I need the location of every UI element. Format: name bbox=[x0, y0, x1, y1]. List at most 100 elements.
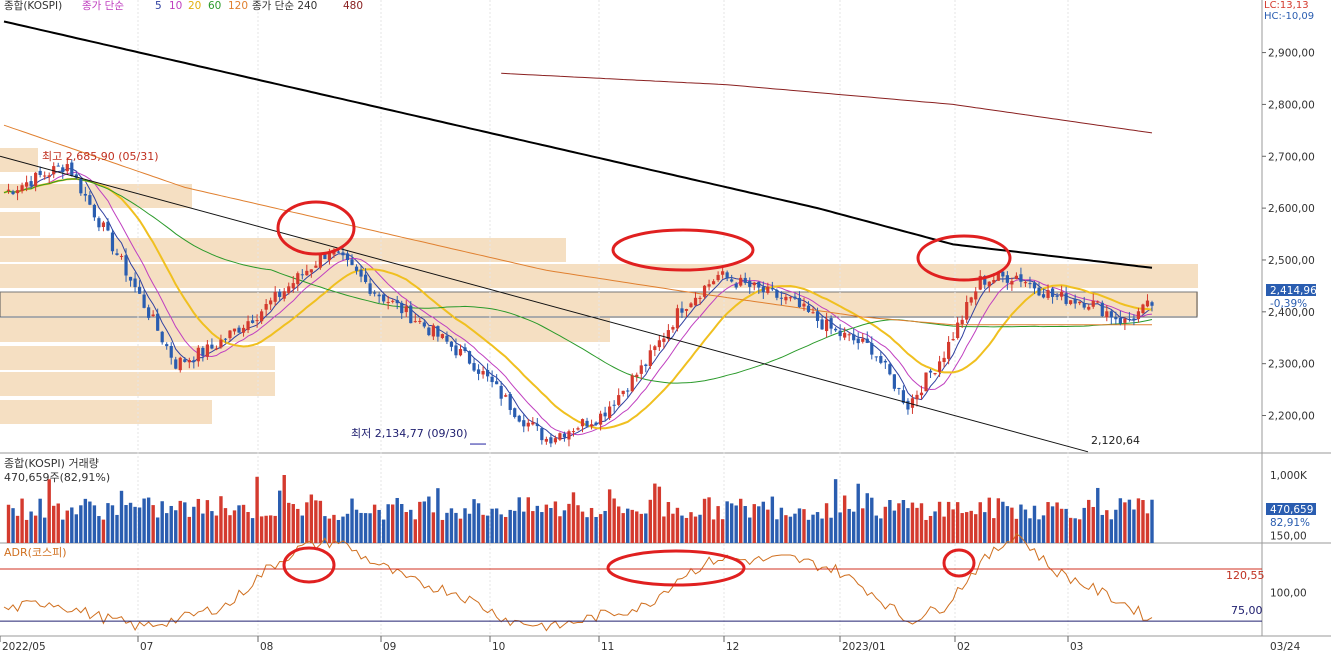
volume-bar[interactable] bbox=[612, 498, 616, 543]
candle-body[interactable] bbox=[870, 343, 874, 355]
candle-body[interactable] bbox=[1145, 300, 1150, 307]
candle-body[interactable] bbox=[721, 271, 725, 275]
candle-body[interactable] bbox=[1105, 311, 1109, 318]
volume-bar[interactable] bbox=[1145, 513, 1150, 543]
candle-body[interactable] bbox=[711, 281, 716, 285]
candle-body[interactable] bbox=[910, 398, 915, 408]
candle-body[interactable] bbox=[1136, 311, 1141, 319]
volume-bar[interactable] bbox=[33, 515, 38, 543]
candle-body[interactable] bbox=[883, 360, 887, 363]
volume-bar[interactable] bbox=[232, 510, 237, 543]
volume-bar[interactable] bbox=[1096, 487, 1100, 543]
candle-body[interactable] bbox=[178, 357, 182, 371]
candle-body[interactable] bbox=[160, 331, 164, 343]
candle-body[interactable] bbox=[1114, 317, 1118, 320]
volume-bar[interactable] bbox=[865, 493, 869, 543]
candle-body[interactable] bbox=[255, 320, 259, 322]
volume-bar[interactable] bbox=[734, 505, 738, 543]
candle-body[interactable] bbox=[834, 328, 838, 331]
volume-bar[interactable] bbox=[983, 512, 987, 543]
candle-body[interactable] bbox=[797, 297, 802, 308]
volume-bar[interactable] bbox=[418, 501, 422, 543]
volume-bar[interactable] bbox=[942, 516, 946, 543]
candle-body[interactable] bbox=[1100, 302, 1104, 317]
volume-bar[interactable] bbox=[680, 515, 684, 543]
candle-body[interactable] bbox=[309, 269, 313, 273]
volume-bar[interactable] bbox=[354, 509, 359, 543]
volume-bar[interactable] bbox=[1082, 507, 1086, 543]
volume-bar[interactable] bbox=[558, 516, 562, 543]
candle-body[interactable] bbox=[919, 392, 924, 396]
candle-body[interactable] bbox=[391, 300, 395, 302]
candle-body[interactable] bbox=[897, 387, 901, 389]
volume-bar[interactable] bbox=[892, 510, 897, 543]
volume-bar[interactable] bbox=[969, 510, 973, 543]
candle-body[interactable] bbox=[1091, 300, 1095, 307]
volume-bar[interactable] bbox=[598, 514, 603, 543]
volume-bar[interactable] bbox=[635, 511, 639, 543]
candle-body[interactable] bbox=[562, 433, 567, 438]
volume-bar[interactable] bbox=[160, 501, 164, 543]
candle-body[interactable] bbox=[598, 413, 603, 425]
candle-body[interactable] bbox=[779, 297, 783, 299]
candle-body[interactable] bbox=[246, 321, 250, 330]
volume-bar[interactable] bbox=[350, 498, 354, 543]
candle-body[interactable] bbox=[802, 303, 806, 307]
volume-bar[interactable] bbox=[955, 502, 960, 543]
volume-bar[interactable] bbox=[1132, 509, 1136, 543]
volume-bar[interactable] bbox=[115, 514, 119, 543]
volume-bar[interactable] bbox=[11, 508, 15, 543]
candle-body[interactable] bbox=[716, 274, 720, 281]
candle-body[interactable] bbox=[418, 320, 422, 322]
adr-line[interactable] bbox=[0, 532, 1262, 632]
volume-bar[interactable] bbox=[92, 505, 97, 543]
candle-body[interactable] bbox=[467, 351, 472, 364]
volume-bar[interactable] bbox=[345, 513, 350, 543]
volume-bar[interactable] bbox=[309, 494, 314, 543]
volume-bar[interactable] bbox=[15, 515, 20, 543]
volume-bar[interactable] bbox=[1127, 499, 1132, 543]
volume-bar[interactable] bbox=[707, 497, 711, 543]
volume-bar[interactable] bbox=[246, 512, 250, 543]
volume-bar[interactable] bbox=[924, 519, 928, 543]
candle-body[interactable] bbox=[106, 221, 110, 231]
volume-bar[interactable] bbox=[1123, 502, 1127, 543]
volume-bar[interactable] bbox=[363, 513, 368, 543]
candle-body[interactable] bbox=[341, 252, 345, 256]
candle-body[interactable] bbox=[219, 339, 223, 348]
candle-body[interactable] bbox=[115, 253, 119, 255]
candle-body[interactable] bbox=[824, 319, 829, 332]
volume-bar[interactable] bbox=[883, 506, 888, 543]
volume-bar[interactable] bbox=[897, 503, 901, 543]
candle-body[interactable] bbox=[101, 222, 106, 228]
candle-body[interactable] bbox=[892, 374, 896, 389]
candle-body[interactable] bbox=[119, 255, 124, 257]
volume-bar[interactable] bbox=[540, 512, 544, 543]
volume-bar[interactable] bbox=[946, 501, 951, 543]
volume-bar[interactable] bbox=[74, 514, 79, 543]
volume-bar[interactable] bbox=[133, 506, 137, 543]
volume-bar[interactable] bbox=[490, 508, 494, 543]
volume-bar[interactable] bbox=[458, 518, 463, 543]
candle-body[interactable] bbox=[960, 319, 964, 325]
volume-bar[interactable] bbox=[933, 511, 937, 543]
candle-body[interactable] bbox=[1050, 288, 1055, 297]
candle-body[interactable] bbox=[761, 286, 765, 293]
candle-body[interactable] bbox=[639, 365, 643, 374]
volume-bar[interactable] bbox=[97, 516, 101, 543]
volume-bar[interactable] bbox=[445, 512, 449, 543]
candle-body[interactable] bbox=[47, 175, 51, 178]
candle-body[interactable] bbox=[318, 254, 322, 268]
candle-body[interactable] bbox=[856, 338, 860, 344]
volume-bar[interactable] bbox=[485, 515, 490, 543]
candle-body[interactable] bbox=[671, 327, 675, 330]
candle-body[interactable] bbox=[92, 204, 96, 218]
candle-body[interactable] bbox=[142, 294, 146, 308]
volume-bar[interactable] bbox=[928, 515, 933, 543]
volume-bar[interactable] bbox=[332, 514, 336, 543]
volume-bar[interactable] bbox=[621, 513, 625, 543]
candle-body[interactable] bbox=[1028, 283, 1032, 285]
candle-body[interactable] bbox=[495, 381, 499, 385]
candle-body[interactable] bbox=[956, 322, 960, 339]
volume-bar[interactable] bbox=[915, 507, 919, 543]
